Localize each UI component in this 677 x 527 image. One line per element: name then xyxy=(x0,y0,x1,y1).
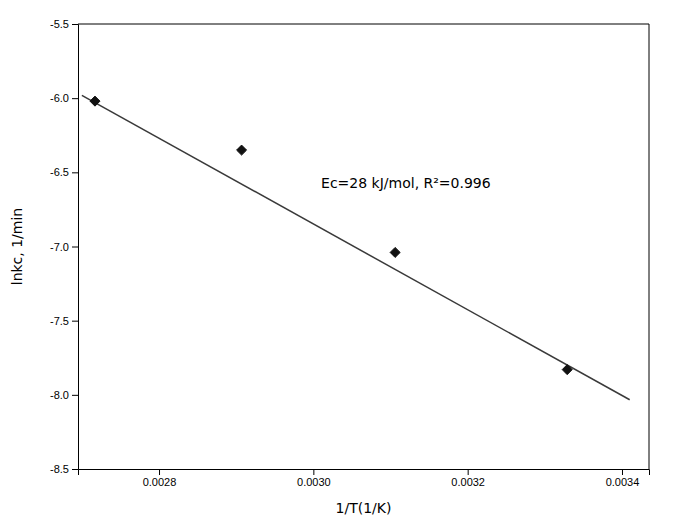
y-tick-mark xyxy=(72,98,78,99)
y-tick: -8.0 xyxy=(50,389,78,401)
y-tick-label: -7.5 xyxy=(50,315,69,327)
y-tick-label: -7.0 xyxy=(50,241,69,253)
x-tick: 0.0034 xyxy=(606,469,640,488)
plot-frame xyxy=(649,24,650,469)
x-tick: 0.0030 xyxy=(297,469,331,488)
y-tick: -6.0 xyxy=(50,92,78,104)
y-tick-label: -8.5 xyxy=(50,463,69,475)
regression-line xyxy=(82,95,630,399)
x-tick-mark xyxy=(159,469,160,475)
x-axis-line xyxy=(79,470,650,476)
y-tick: -6.5 xyxy=(50,166,78,178)
x-tick-label: 0.0034 xyxy=(606,476,640,488)
y-tick-label: -5.5 xyxy=(50,18,69,30)
data-point xyxy=(390,247,400,257)
x-tick-mark xyxy=(313,469,314,475)
y-axis: -8.5 -8.0 -7.5 -7.0 -6.5 -6.0 -5.5 xyxy=(50,18,78,475)
y-tick-mark xyxy=(72,172,78,173)
x-axis-title: 1/T(1/K) xyxy=(336,500,392,516)
plot-frame xyxy=(78,24,649,25)
y-tick-mark xyxy=(72,395,78,396)
y-tick-mark xyxy=(72,247,78,248)
y-tick-label: -8.0 xyxy=(50,389,69,401)
x-tick-label: 0.0030 xyxy=(297,476,331,488)
data-point xyxy=(237,145,247,155)
x-tick-label: 0.0032 xyxy=(451,476,485,488)
x-tick-label: 0.0028 xyxy=(143,476,177,488)
y-tick: -7.0 xyxy=(50,241,78,253)
y-axis-line xyxy=(72,25,79,470)
data-point xyxy=(562,365,572,375)
chart: 0.0028 0.0030 0.0032 0.0034 -8.5 -8.0 -7.5 -7.0… xyxy=(0,0,677,527)
y-axis-title: lnkc, 1/min xyxy=(9,208,25,286)
y-tick: -7.5 xyxy=(50,315,78,327)
annotation: Ec=28 kJ/mol, R²=0.996 xyxy=(321,175,491,191)
y-tick-mark xyxy=(72,469,78,470)
x-tick-mark xyxy=(622,469,623,475)
data-point xyxy=(90,96,100,106)
marks xyxy=(82,95,630,399)
plot-area: 0.0028 0.0030 0.0032 0.0034 -8.5 -8.0 -7.5 -7.0… xyxy=(50,18,649,488)
y-tick-label: -6.5 xyxy=(50,166,69,178)
x-axis: 0.0028 0.0030 0.0032 0.0034 xyxy=(79,469,650,488)
y-tick-mark xyxy=(72,321,78,322)
y-tick: -8.5 xyxy=(50,463,78,475)
x-tick: 0.0032 xyxy=(451,469,485,488)
y-tick: -5.5 xyxy=(50,18,78,30)
x-tick: 0.0028 xyxy=(143,469,177,488)
x-tick-mark xyxy=(468,469,469,475)
y-tick-label: -6.0 xyxy=(50,92,69,104)
y-tick-mark xyxy=(72,24,78,25)
